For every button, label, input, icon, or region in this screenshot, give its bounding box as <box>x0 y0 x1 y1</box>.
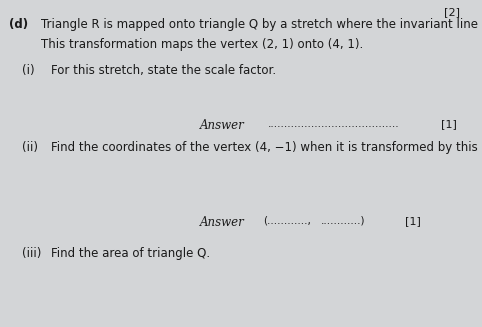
Text: Triangle R is mapped onto triangle Q by a stretch where the invariant line is th: Triangle R is mapped onto triangle Q by … <box>41 18 482 31</box>
Text: [2]: [2] <box>444 7 460 17</box>
Text: Answer: Answer <box>200 119 245 132</box>
Text: Find the coordinates of the vertex (4, −1) when it is transformed by this stretc: Find the coordinates of the vertex (4, −… <box>51 141 482 154</box>
Text: (i): (i) <box>22 64 34 77</box>
Text: This transformation maps the vertex (2, 1) onto (4, 1).: This transformation maps the vertex (2, … <box>41 38 363 51</box>
Text: (............,: (............, <box>263 216 310 226</box>
Text: (ii): (ii) <box>22 141 38 154</box>
Text: Find the area of triangle Q.: Find the area of triangle Q. <box>51 247 210 260</box>
Text: [1]: [1] <box>441 119 457 129</box>
Text: ............): ............) <box>321 216 365 226</box>
Text: [1]: [1] <box>405 216 421 226</box>
Text: Answer: Answer <box>200 216 245 229</box>
Text: .......................................: ....................................... <box>268 119 399 129</box>
Text: (iii): (iii) <box>22 247 41 260</box>
Text: For this stretch, state the scale factor.: For this stretch, state the scale factor… <box>51 64 276 77</box>
Text: (d): (d) <box>9 18 28 31</box>
